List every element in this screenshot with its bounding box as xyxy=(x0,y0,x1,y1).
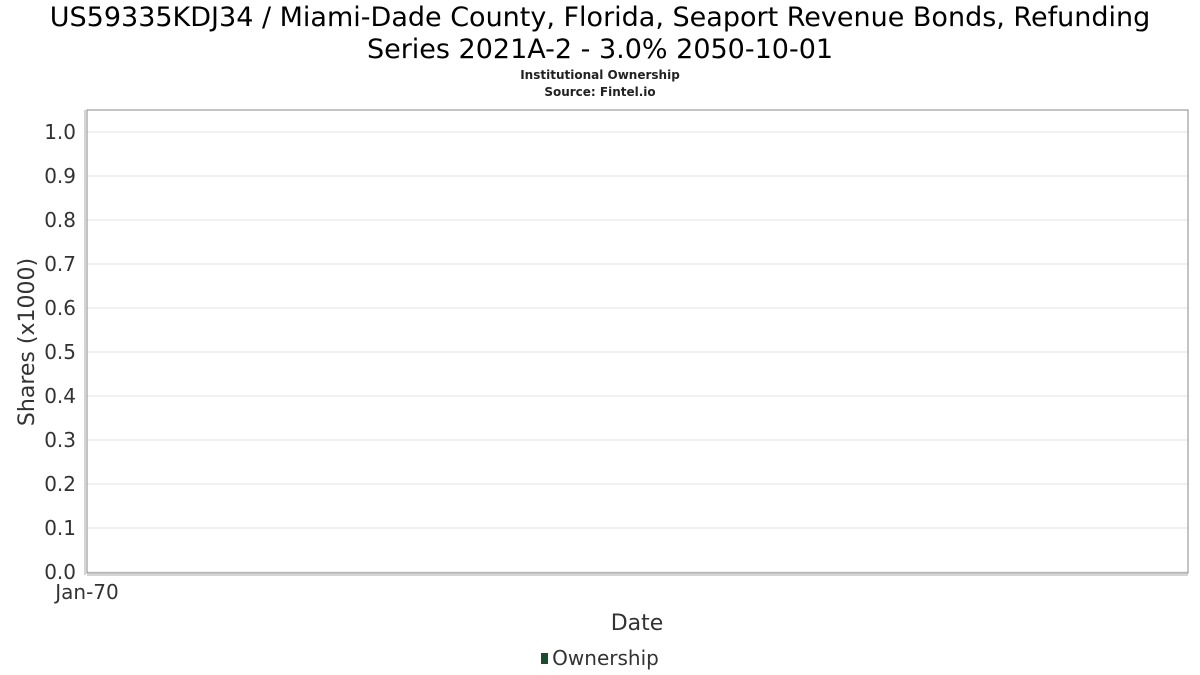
y-tick-label: 0.2 xyxy=(44,472,76,496)
chart-title-line-1: US59335KDJ34 / Miami-Dade County, Florid… xyxy=(49,2,1151,33)
y-tick-label: 0.9 xyxy=(44,164,76,188)
x-axis-title: Date xyxy=(611,611,664,636)
legend-label-ownership: Ownership xyxy=(552,646,659,670)
y-axis-title: Shares (x1000) xyxy=(15,258,40,426)
y-tick-labels: 0.0 0.1 0.2 0.3 0.4 0.5 0.6 0.7 0.8 0.9 1.0 xyxy=(44,120,76,584)
chart-source: Source: Fintel.io xyxy=(544,85,656,99)
x-tick-labels: Jan-70 xyxy=(53,580,119,604)
x-tick-label: Jan-70 xyxy=(53,580,119,604)
chart-title-line-2: Series 2021A-2 - 3.0% 2050-10-01 xyxy=(366,34,834,65)
y-tick-label: 0.3 xyxy=(44,428,76,452)
chart-subtitle: Institutional Ownership xyxy=(520,68,680,82)
y-tick-label: 0.8 xyxy=(44,208,76,232)
y-tick-label: 0.0 xyxy=(44,560,76,584)
y-tick-label: 0.5 xyxy=(44,340,76,364)
y-tick-label: 0.4 xyxy=(44,384,76,408)
y-tick-label: 0.1 xyxy=(44,516,76,540)
legend-swatch-ownership xyxy=(541,653,549,664)
y-tick-label: 1.0 xyxy=(44,120,76,144)
y-tick-label: 0.7 xyxy=(44,252,76,276)
plot-frame xyxy=(86,109,1189,574)
y-tick-label: 0.6 xyxy=(44,296,76,320)
gridlines xyxy=(87,131,1188,573)
legend: Ownership xyxy=(0,646,1200,670)
